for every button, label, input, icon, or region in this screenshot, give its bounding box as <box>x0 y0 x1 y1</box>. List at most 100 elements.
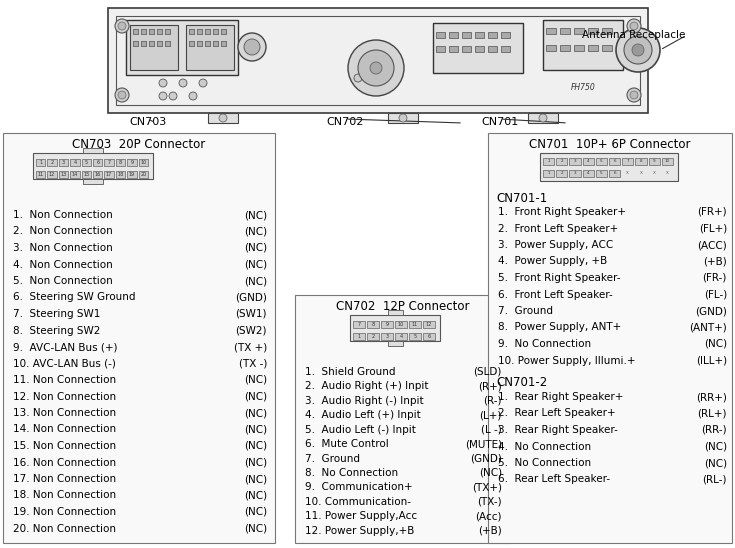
Text: (L -): (L -) <box>481 425 502 435</box>
Text: 6: 6 <box>96 160 99 165</box>
Bar <box>475 46 484 52</box>
Bar <box>635 158 647 165</box>
Circle shape <box>238 33 266 61</box>
Text: (NC): (NC) <box>244 507 267 517</box>
Bar <box>221 29 226 34</box>
Bar <box>560 45 570 51</box>
Text: (NC): (NC) <box>479 468 502 478</box>
Text: 18. Non Connection: 18. Non Connection <box>13 490 116 500</box>
Bar <box>221 41 226 46</box>
Bar <box>449 46 458 52</box>
Text: CN701-2: CN701-2 <box>496 376 548 390</box>
Bar <box>197 29 202 34</box>
Text: (SW1): (SW1) <box>235 309 267 319</box>
Text: 14. Non Connection: 14. Non Connection <box>13 425 116 435</box>
Text: (NC): (NC) <box>244 458 267 467</box>
Bar <box>157 29 162 34</box>
Text: (NC): (NC) <box>244 391 267 402</box>
Text: 5.  Audio Left (-) Inpit: 5. Audio Left (-) Inpit <box>305 425 416 435</box>
Text: 1: 1 <box>548 171 550 175</box>
Text: 4.  Non Connection: 4. Non Connection <box>13 260 112 270</box>
Text: CN701-1: CN701-1 <box>496 191 548 204</box>
Text: 9: 9 <box>653 159 656 163</box>
Text: (RL-): (RL-) <box>703 475 727 484</box>
Text: 1: 1 <box>357 334 361 339</box>
Bar <box>71 171 79 178</box>
Text: (NC): (NC) <box>244 523 267 534</box>
Circle shape <box>630 22 638 30</box>
Circle shape <box>115 19 129 33</box>
Bar <box>574 28 584 34</box>
Text: 5.  Non Connection: 5. Non Connection <box>13 276 112 286</box>
Text: 7: 7 <box>626 159 629 163</box>
Bar <box>395 321 407 328</box>
Text: (MUTE): (MUTE) <box>465 439 502 449</box>
Circle shape <box>244 39 260 55</box>
Bar <box>3 133 275 543</box>
Circle shape <box>539 114 547 122</box>
Text: 10: 10 <box>665 159 670 163</box>
Text: 17. Non Connection: 17. Non Connection <box>13 474 116 484</box>
Text: 20: 20 <box>140 172 146 177</box>
Text: (GND): (GND) <box>470 454 502 464</box>
Bar <box>588 28 598 34</box>
Bar <box>139 159 148 166</box>
Text: 12: 12 <box>49 172 55 177</box>
Text: X: X <box>639 171 642 175</box>
Bar <box>197 41 202 46</box>
Bar <box>528 113 558 123</box>
Text: (FR-): (FR-) <box>703 273 727 283</box>
Bar <box>127 159 137 166</box>
Bar <box>213 29 218 34</box>
Circle shape <box>159 92 167 100</box>
Bar <box>353 321 365 328</box>
Text: 5: 5 <box>413 334 417 339</box>
Text: 9.  AVC-LAN Bus (+): 9. AVC-LAN Bus (+) <box>13 342 118 352</box>
Bar <box>82 171 91 178</box>
Text: 1.  Shield Ground: 1. Shield Ground <box>305 367 395 377</box>
Circle shape <box>632 44 644 56</box>
Circle shape <box>370 62 382 74</box>
Text: 10. AVC-LAN Bus (-): 10. AVC-LAN Bus (-) <box>13 358 116 368</box>
Text: 3: 3 <box>574 159 576 163</box>
Text: X: X <box>666 171 669 175</box>
Bar <box>602 28 612 34</box>
Bar <box>133 29 138 34</box>
Bar <box>409 321 421 328</box>
Text: 14: 14 <box>72 172 78 177</box>
Bar <box>133 41 138 46</box>
Bar <box>149 29 154 34</box>
Circle shape <box>219 114 227 122</box>
Bar <box>395 333 407 340</box>
Text: 6: 6 <box>428 334 431 339</box>
Text: 2.  Rear Left Speaker+: 2. Rear Left Speaker+ <box>498 408 616 419</box>
Text: 13. Non Connection: 13. Non Connection <box>13 408 116 418</box>
Text: 5: 5 <box>85 160 88 165</box>
Bar <box>501 32 510 38</box>
Text: 10. Communication-: 10. Communication- <box>305 496 411 507</box>
Bar <box>59 159 68 166</box>
Text: (NC): (NC) <box>244 408 267 418</box>
Circle shape <box>627 19 641 33</box>
Bar <box>423 321 435 328</box>
Bar <box>381 321 393 328</box>
Bar <box>449 32 458 38</box>
Text: Antenna Receplacle: Antenna Receplacle <box>581 30 685 40</box>
Bar <box>353 333 365 340</box>
Bar <box>546 45 556 51</box>
Text: 7: 7 <box>357 322 361 327</box>
Text: 4.  No Connection: 4. No Connection <box>498 442 591 452</box>
Text: 8: 8 <box>371 322 375 327</box>
Bar <box>165 29 170 34</box>
Text: (NC): (NC) <box>244 226 267 237</box>
Text: 12. Non Connection: 12. Non Connection <box>13 391 116 402</box>
Bar <box>570 170 581 177</box>
Bar <box>423 333 435 340</box>
Text: 8.  Steering SW2: 8. Steering SW2 <box>13 326 101 335</box>
Bar <box>623 158 634 165</box>
Text: 1.  Non Connection: 1. Non Connection <box>13 210 112 220</box>
Text: 2: 2 <box>51 160 54 165</box>
Text: 8: 8 <box>119 160 122 165</box>
Text: 4: 4 <box>587 159 589 163</box>
Bar <box>93 171 102 178</box>
